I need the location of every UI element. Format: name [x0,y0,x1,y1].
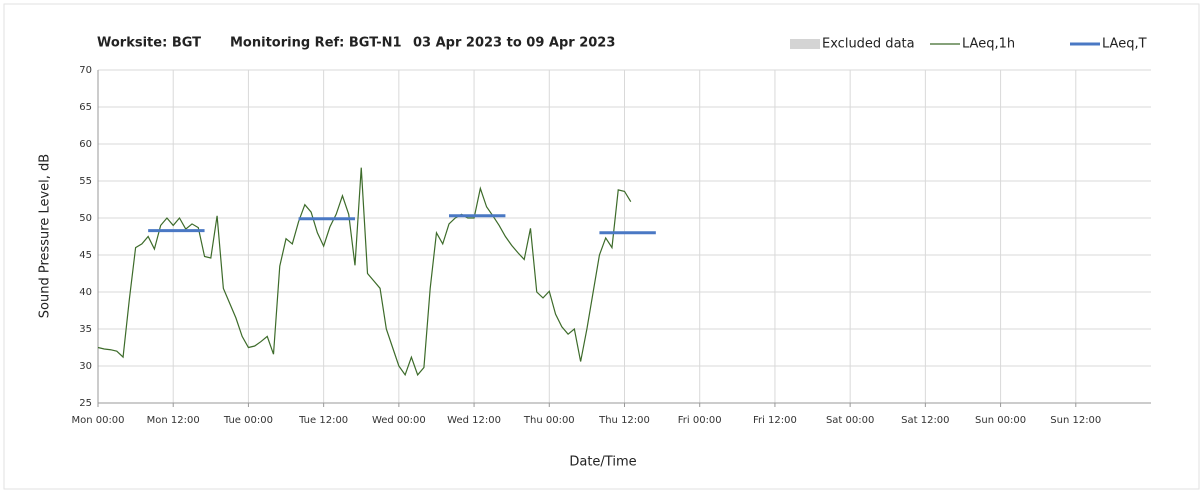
laeq-1h-line [97,167,632,377]
y-tick-label: 45 [79,250,92,261]
legend-label: Excluded data [822,37,915,52]
x-tick-label: Sat 12:00 [901,415,949,426]
x-tick-label: Wed 00:00 [372,415,426,426]
x-tick-label: Tue 00:00 [223,415,273,426]
legend-label: LAeq,T [1102,37,1147,52]
y-tick-label: 65 [79,102,92,113]
x-tick-label: Fri 12:00 [753,415,797,426]
chart-border [3,3,1200,490]
x-tick-label: Thu 12:00 [598,415,650,426]
x-tick-label: Sun 12:00 [1050,415,1101,426]
legend-label: LAeq,1h [962,37,1015,52]
x-tick-label: Sat 00:00 [826,415,874,426]
y-tick-label: 35 [79,324,92,335]
x-tick-label: Mon 00:00 [71,415,124,426]
chart-subtitle: Monitoring Ref: BGT-N1 [230,36,402,51]
y-tick-label: 70 [79,65,92,76]
x-tick-label: Sun 00:00 [975,415,1026,426]
x-tick-label: Mon 12:00 [147,415,200,426]
y-tick-label: 55 [79,176,92,187]
x-tick-label: Tue 12:00 [298,415,348,426]
y-tick-label: 50 [79,213,92,224]
y-tick-label: 60 [79,139,92,150]
date-range: 03 Apr 2023 to 09 Apr 2023 [413,36,615,51]
y-tick-label: 30 [79,361,92,372]
y-tick-label: 25 [79,398,92,409]
y-tick-label: 40 [79,287,92,298]
y-axis-label: Sound Pressure Level, dB [38,154,53,318]
x-tick-label: Wed 12:00 [447,415,501,426]
x-tick-label: Fri 00:00 [678,415,722,426]
legend-swatch [790,39,820,49]
chart-title: Worksite: BGT [97,36,201,51]
x-tick-label: Thu 00:00 [523,415,575,426]
x-axis-label: Date/Time [569,455,636,470]
